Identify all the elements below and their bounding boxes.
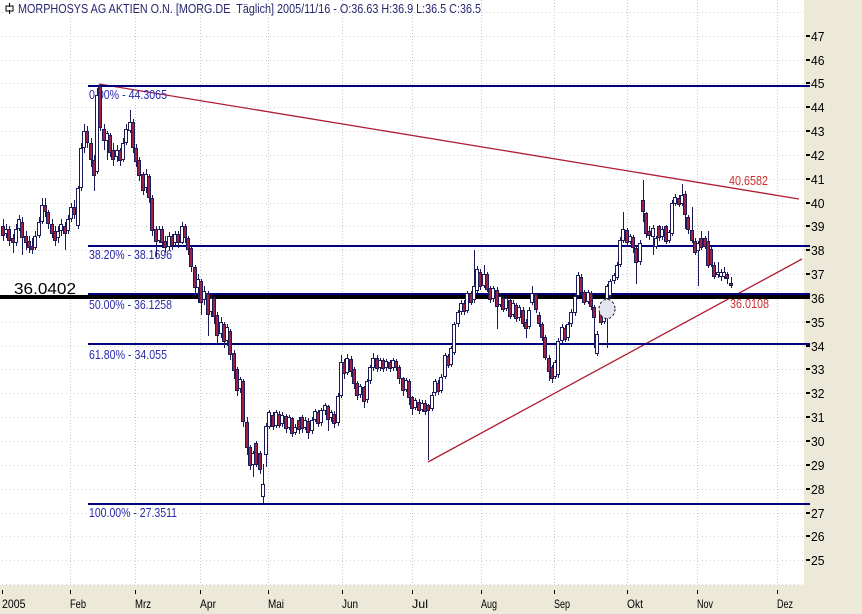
svg-text:28: 28 (811, 483, 825, 497)
svg-text:Nov: Nov (697, 597, 713, 611)
svg-text:30: 30 (811, 435, 825, 449)
svg-text:Dez: Dez (777, 597, 793, 611)
svg-text:25: 25 (811, 554, 825, 568)
svg-text:34: 34 (811, 340, 825, 354)
svg-text:38: 38 (811, 244, 825, 258)
svg-text:0.00% - 44.3065: 0.00% - 44.3065 (89, 88, 167, 102)
svg-text:40.6582: 40.6582 (729, 174, 768, 188)
svg-text:32: 32 (811, 387, 825, 401)
svg-text:Aug: Aug (481, 597, 497, 611)
svg-text:38.20% - 38.1696: 38.20% - 38.1696 (89, 248, 172, 262)
svg-text:MORPHOSYS AG AKTIEN O.N. [MORG: MORPHOSYS AG AKTIEN O.N. [MORG.DE Täglic… (18, 2, 481, 16)
svg-text:29: 29 (811, 459, 825, 473)
svg-text:Jul: Jul (412, 597, 428, 611)
svg-text:37: 37 (811, 268, 825, 282)
svg-text:50.00% - 36.1258: 50.00% - 36.1258 (89, 298, 172, 312)
svg-text:Jun: Jun (342, 597, 358, 611)
svg-text:35: 35 (811, 316, 825, 330)
svg-text:Sep: Sep (554, 597, 570, 611)
svg-text:31: 31 (811, 411, 825, 425)
svg-text:61.80% - 34.055: 61.80% - 34.055 (89, 348, 167, 362)
svg-text:Mai: Mai (268, 597, 284, 611)
svg-text:46: 46 (811, 54, 825, 68)
svg-text:Mrz: Mrz (135, 597, 151, 611)
svg-text:27: 27 (811, 507, 825, 521)
svg-text:42: 42 (811, 149, 825, 163)
svg-text:40: 40 (811, 197, 825, 211)
svg-text:41: 41 (811, 173, 825, 187)
svg-text:100.00% - 27.3511: 100.00% - 27.3511 (89, 506, 177, 520)
svg-text:Okt: Okt (627, 597, 644, 611)
svg-text:Apr: Apr (200, 597, 216, 611)
svg-text:43: 43 (811, 125, 825, 139)
svg-text:44: 44 (811, 101, 825, 115)
svg-text:2005: 2005 (2, 597, 26, 611)
svg-text:45: 45 (811, 77, 825, 91)
svg-text:39: 39 (811, 220, 825, 234)
svg-text:33: 33 (811, 363, 825, 377)
svg-text:36: 36 (811, 292, 825, 306)
svg-text:36.0108: 36.0108 (730, 297, 769, 311)
svg-text:26: 26 (811, 530, 825, 544)
svg-text:36.0402: 36.0402 (14, 281, 76, 298)
svg-text:Feb: Feb (70, 597, 86, 611)
svg-text:47: 47 (811, 30, 825, 44)
